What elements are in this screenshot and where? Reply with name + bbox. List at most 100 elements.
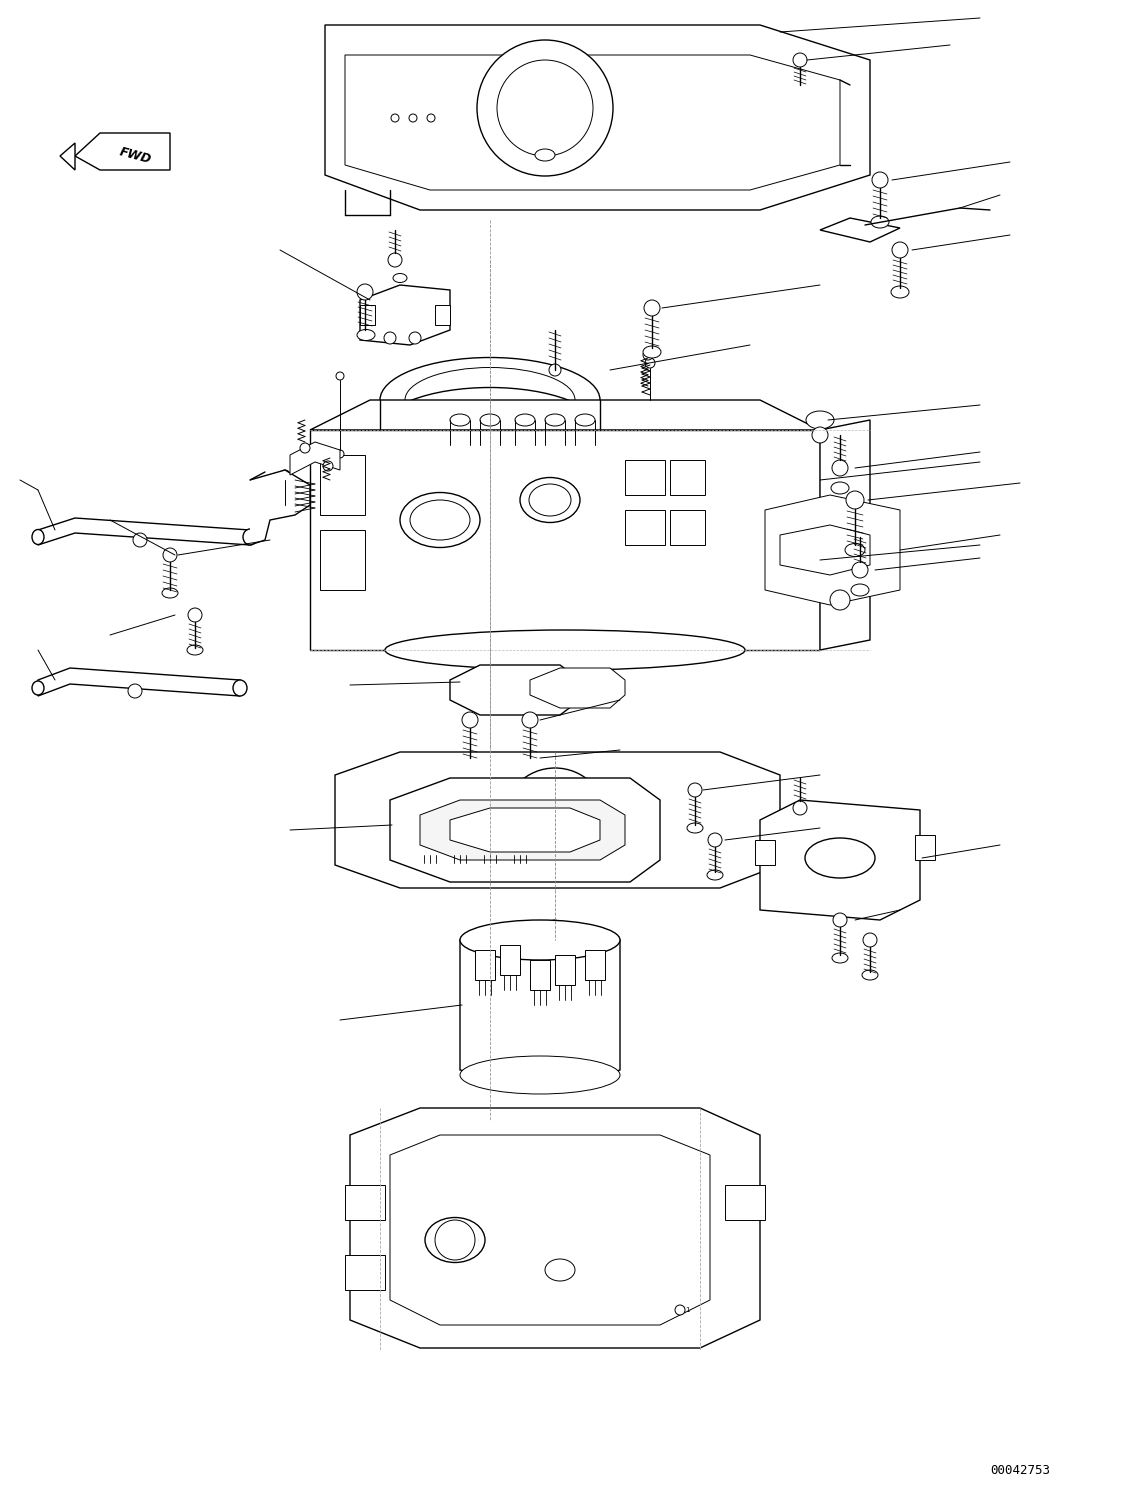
Ellipse shape: [480, 413, 500, 427]
Ellipse shape: [162, 588, 178, 598]
Polygon shape: [420, 800, 625, 859]
Ellipse shape: [187, 645, 203, 655]
Circle shape: [323, 461, 333, 471]
Text: 1: 1: [685, 1307, 689, 1313]
Circle shape: [497, 60, 593, 157]
Circle shape: [427, 113, 435, 122]
Ellipse shape: [461, 755, 480, 765]
Circle shape: [384, 333, 396, 345]
Polygon shape: [820, 218, 900, 242]
Bar: [345, 1255, 385, 1291]
Text: 00042753: 00042753: [990, 1464, 1050, 1477]
Bar: [585, 950, 605, 980]
Polygon shape: [310, 430, 820, 651]
Circle shape: [435, 1220, 475, 1261]
Circle shape: [833, 913, 847, 927]
Circle shape: [708, 833, 722, 847]
Bar: [360, 304, 375, 325]
Ellipse shape: [845, 543, 865, 557]
Polygon shape: [390, 1135, 710, 1325]
Polygon shape: [290, 442, 341, 474]
Polygon shape: [249, 470, 310, 545]
Circle shape: [391, 113, 399, 122]
Ellipse shape: [871, 216, 890, 228]
Polygon shape: [345, 55, 839, 189]
Ellipse shape: [32, 680, 44, 695]
Polygon shape: [350, 1109, 760, 1347]
Bar: [726, 1185, 765, 1220]
Ellipse shape: [528, 483, 571, 516]
Ellipse shape: [380, 388, 600, 473]
Ellipse shape: [460, 1056, 620, 1094]
Circle shape: [793, 54, 808, 67]
Ellipse shape: [233, 680, 247, 695]
Circle shape: [812, 427, 828, 443]
Ellipse shape: [544, 413, 565, 427]
Ellipse shape: [521, 477, 580, 522]
Bar: [478, 836, 502, 855]
Ellipse shape: [831, 482, 849, 494]
Bar: [345, 1185, 385, 1220]
Circle shape: [793, 801, 808, 815]
Circle shape: [846, 491, 865, 509]
Circle shape: [357, 283, 372, 300]
Polygon shape: [390, 777, 659, 882]
Ellipse shape: [644, 346, 661, 358]
Circle shape: [477, 40, 613, 176]
Ellipse shape: [805, 839, 875, 877]
Polygon shape: [38, 518, 249, 545]
Ellipse shape: [891, 286, 909, 298]
Bar: [475, 950, 495, 980]
Circle shape: [521, 785, 590, 855]
Ellipse shape: [450, 413, 470, 427]
Ellipse shape: [393, 273, 407, 282]
Circle shape: [688, 783, 702, 797]
Circle shape: [863, 932, 877, 947]
Ellipse shape: [575, 413, 595, 427]
Bar: [508, 836, 532, 855]
Circle shape: [280, 470, 290, 480]
Bar: [435, 304, 450, 325]
Polygon shape: [60, 143, 75, 170]
Ellipse shape: [535, 149, 555, 161]
Polygon shape: [765, 495, 900, 604]
Circle shape: [645, 358, 655, 369]
Polygon shape: [780, 525, 870, 574]
Bar: [320, 530, 364, 589]
Polygon shape: [335, 752, 780, 888]
Bar: [625, 460, 665, 495]
Bar: [625, 510, 665, 545]
Bar: [670, 460, 705, 495]
Polygon shape: [325, 25, 870, 210]
Ellipse shape: [515, 413, 535, 427]
Bar: [555, 955, 575, 985]
Ellipse shape: [862, 970, 878, 980]
Circle shape: [675, 1306, 685, 1314]
Ellipse shape: [425, 1217, 485, 1262]
Polygon shape: [760, 800, 920, 921]
Ellipse shape: [357, 330, 375, 340]
Bar: [755, 840, 775, 865]
Circle shape: [462, 712, 478, 728]
Circle shape: [830, 589, 850, 610]
Bar: [448, 836, 472, 855]
Polygon shape: [75, 133, 170, 170]
Circle shape: [409, 333, 421, 345]
Circle shape: [409, 113, 417, 122]
Circle shape: [388, 254, 402, 267]
Circle shape: [872, 172, 888, 188]
Ellipse shape: [687, 824, 703, 833]
Circle shape: [831, 460, 849, 476]
Bar: [320, 455, 364, 515]
Circle shape: [892, 242, 908, 258]
Bar: [418, 836, 442, 855]
Circle shape: [133, 533, 147, 548]
Ellipse shape: [521, 755, 539, 765]
Ellipse shape: [385, 630, 745, 670]
Bar: [500, 944, 521, 974]
Circle shape: [128, 683, 142, 698]
Ellipse shape: [831, 953, 849, 962]
Text: FWD: FWD: [117, 146, 153, 167]
Circle shape: [522, 712, 538, 728]
Bar: [915, 836, 935, 859]
